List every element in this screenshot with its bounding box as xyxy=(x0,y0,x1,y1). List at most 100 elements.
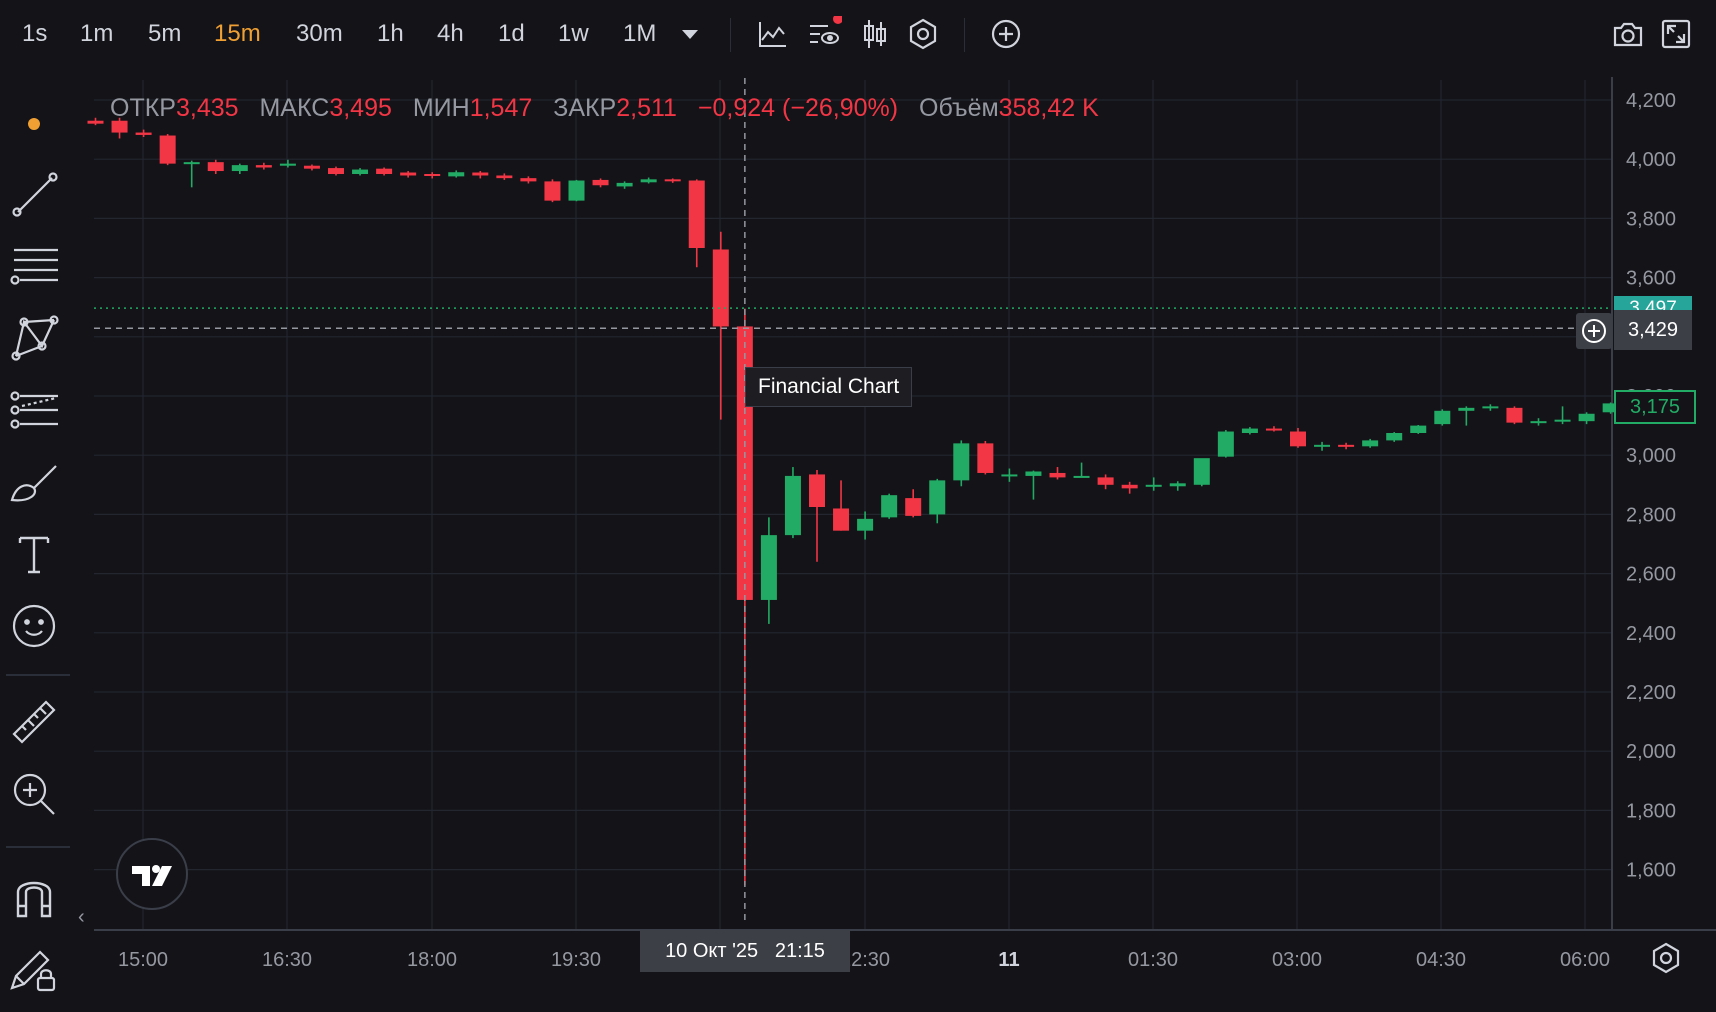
candle-up xyxy=(857,511,874,540)
trend-line-icon[interactable] xyxy=(8,168,60,220)
crosshair-dot-icon[interactable] xyxy=(8,98,60,150)
timeframe-5m[interactable]: 5m xyxy=(148,20,182,47)
candle-up xyxy=(1554,406,1571,425)
candle-body xyxy=(135,132,152,135)
candle-down xyxy=(905,489,922,518)
high-value: 3,495 xyxy=(329,94,392,122)
candle-up xyxy=(1073,462,1090,478)
timeframe-1d[interactable]: 1d xyxy=(498,20,525,47)
candle-body xyxy=(809,474,825,507)
candle-down xyxy=(977,440,994,475)
timeframe-30m[interactable]: 30m xyxy=(296,20,343,47)
candle-body xyxy=(953,443,970,481)
close-label: ЗАКР xyxy=(553,94,617,122)
settings-gear-icon[interactable] xyxy=(905,16,941,52)
candle-body xyxy=(520,178,537,182)
timeframe-4h[interactable]: 4h xyxy=(437,20,464,47)
candle-body xyxy=(1338,444,1355,447)
chart-tooltip: Financial Chart xyxy=(745,367,913,407)
timeframe-1M[interactable]: 1M xyxy=(623,20,657,47)
candle-body xyxy=(544,181,561,201)
candle-body xyxy=(1386,433,1403,441)
zoom-in-icon[interactable] xyxy=(8,768,60,820)
fullscreen-icon[interactable] xyxy=(1658,16,1694,52)
candle-up xyxy=(881,493,898,519)
axis-settings-icon[interactable] xyxy=(1648,940,1684,976)
add-compare-icon[interactable] xyxy=(988,16,1024,52)
candle-body xyxy=(784,475,801,536)
candle-body xyxy=(905,498,922,516)
candle-down xyxy=(111,117,128,139)
text-tool-icon[interactable] xyxy=(8,528,60,580)
change-value: −0,924 (−26,90%) xyxy=(697,94,899,122)
candle-down xyxy=(1265,426,1282,432)
price-tick-label: 3,600 xyxy=(1626,268,1676,290)
emoji-icon[interactable] xyxy=(8,600,60,652)
timeframe-1w[interactable]: 1w xyxy=(558,20,589,47)
candle-body xyxy=(183,162,200,165)
drawing-toolbar xyxy=(0,72,80,1012)
tradingview-logo[interactable] xyxy=(116,838,188,910)
time-tick-label: 19:30 xyxy=(551,949,601,971)
candle-up xyxy=(1241,427,1258,435)
brush-icon[interactable] xyxy=(8,456,60,508)
timeframe-1h[interactable]: 1h xyxy=(377,20,404,47)
pattern-tool-icon[interactable] xyxy=(8,312,60,364)
candle-body xyxy=(424,174,441,176)
lock-drawings-icon[interactable] xyxy=(8,942,60,994)
collapse-toolbar-icon[interactable]: ‹ xyxy=(78,906,85,928)
candle-down xyxy=(592,178,609,188)
candle-down xyxy=(255,162,272,170)
add-alert-plus-icon[interactable] xyxy=(1576,313,1612,349)
magnet-icon[interactable] xyxy=(8,870,60,922)
top-toolbar: 1s 1m 5m 15m 30m 1h 4h 1d 1w 1M xyxy=(0,0,1716,72)
candle-body xyxy=(1434,410,1451,425)
candle-down xyxy=(424,172,441,179)
timeframe-1s[interactable]: 1s xyxy=(22,20,48,47)
open-label: ОТКР xyxy=(110,94,176,122)
candle-body xyxy=(760,535,777,600)
price-tick-label: 2,200 xyxy=(1626,682,1676,704)
indicators-chart-icon[interactable] xyxy=(754,16,790,52)
candles-icon[interactable] xyxy=(857,16,893,52)
toolbar-divider xyxy=(964,18,965,52)
timeframe-dropdown-icon[interactable] xyxy=(672,16,708,52)
candle-body xyxy=(207,162,224,172)
ruler-measure-icon[interactable] xyxy=(8,696,60,748)
time-tick-label: 04:30 xyxy=(1416,949,1466,971)
candle-body xyxy=(352,169,369,174)
time-axis: 15:0016:3018:0019:3021:0022:301101:3003:… xyxy=(118,949,1610,971)
candle-body xyxy=(664,179,681,182)
candle-up xyxy=(1314,441,1331,451)
price-tick-label: 1,800 xyxy=(1626,800,1676,822)
price-tick-label: 2,800 xyxy=(1626,504,1676,526)
timeframe-15m[interactable]: 15m xyxy=(214,20,261,47)
screenshot-camera-icon[interactable] xyxy=(1610,16,1646,52)
candle-down xyxy=(1121,481,1138,494)
horizontal-lines-icon[interactable] xyxy=(8,240,60,292)
candle-body xyxy=(1410,425,1427,433)
candle-up xyxy=(183,160,200,188)
toolbar-divider xyxy=(6,674,70,676)
candle-body xyxy=(977,443,994,473)
candle-down xyxy=(664,178,681,183)
candle-body xyxy=(1121,484,1138,489)
candle-down xyxy=(809,470,825,562)
candle-down xyxy=(400,171,417,178)
forecast-tool-icon[interactable] xyxy=(8,384,60,436)
candle-body xyxy=(1530,421,1547,424)
crosshair xyxy=(94,78,1612,924)
timeframe-1m[interactable]: 1m xyxy=(80,20,114,47)
time-tick-label: 01:30 xyxy=(1128,949,1178,971)
candle-body xyxy=(1169,483,1186,487)
candle-body xyxy=(1073,475,1090,478)
chart-settings-icon[interactable] xyxy=(806,16,842,52)
price-tick-label: 4,200 xyxy=(1626,90,1676,112)
price-tick-label: 4,000 xyxy=(1626,149,1676,171)
candle-up xyxy=(1386,432,1403,442)
candle-up xyxy=(1530,418,1547,426)
price-tick-label: 3,000 xyxy=(1626,445,1676,467)
candle-down xyxy=(688,179,705,268)
candle-body xyxy=(303,165,320,169)
